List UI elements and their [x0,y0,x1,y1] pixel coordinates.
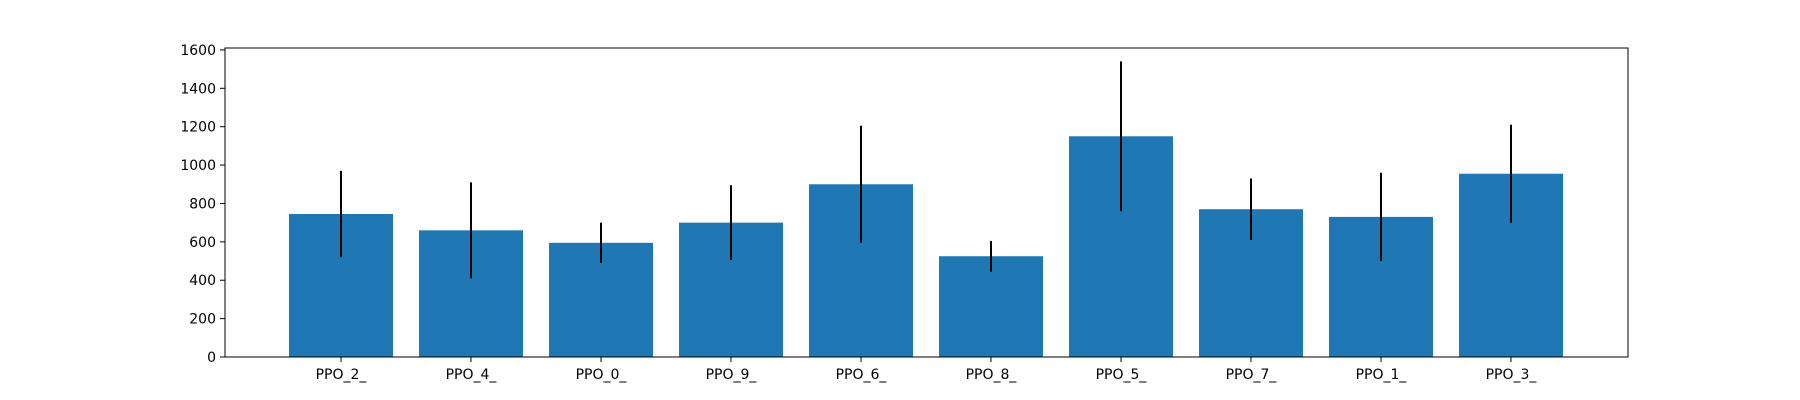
plot-frame [224,47,1629,358]
x-tick-label: PPO_5_ [1096,367,1148,383]
x-tick-label: PPO_0_ [576,367,628,383]
x-tick-label: PPO_2_ [316,367,368,383]
y-tick-label: 800 [189,196,216,212]
y-tick-label: 1200 [180,120,216,136]
y-tick-label: 0 [207,350,216,366]
x-tick-label: PPO_1_ [1356,367,1408,383]
bars-layer [289,136,1563,357]
bar [939,256,1043,357]
x-tick-label: PPO_7_ [1226,367,1278,383]
x-tick-label: PPO_3_ [1486,367,1538,383]
x-tick-label: PPO_6_ [836,367,888,383]
y-tick-label: 600 [189,235,216,251]
y-axis: 0 200 400 600 800 1000 1200 1400 1600 [180,43,225,366]
x-tick-label: PPO_4_ [446,367,498,383]
error-bars-layer [340,61,1512,279]
y-tick-label: 1000 [180,158,216,174]
x-axis: PPO_2_ PPO_4_ PPO_0_ PPO_9_ PPO_6_ PPO_8_ PPO_… [316,357,1538,383]
x-tick-label: PPO_9_ [706,367,758,383]
y-tick-label: 1600 [180,43,216,59]
y-tick-label: 200 [189,312,216,328]
x-tick-label: PPO_8_ [966,367,1018,383]
y-tick-label: 1400 [180,81,216,97]
y-tick-label: 400 [189,273,216,289]
